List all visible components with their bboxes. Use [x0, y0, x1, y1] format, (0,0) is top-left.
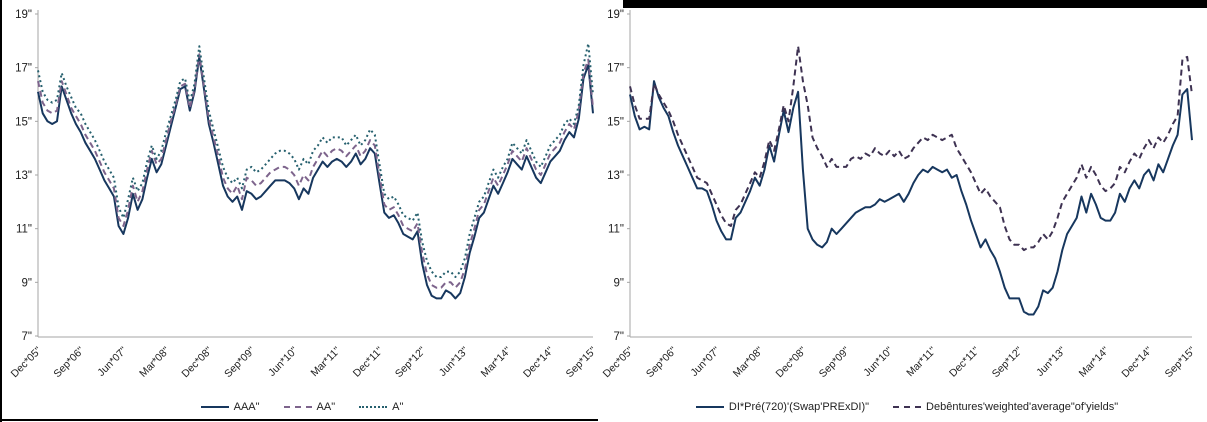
- legend-item: DI*Pré(720)'(Swap'PRExDI)": [695, 401, 870, 413]
- x-axis-tick-label: Dec*11": [947, 344, 982, 379]
- series-line-dashed: [37, 53, 594, 289]
- x-axis-tick-label: Sep*15": [564, 344, 600, 380]
- y-axis-tick-label: 17": [15, 63, 32, 75]
- x-axis-tick-label: Dec*08": [179, 344, 215, 380]
- x-axis-tick-label: Sep*06": [51, 344, 87, 380]
- x-axis-tick-label: Dec*14": [1119, 344, 1155, 380]
- y-axis-tick-label: 19": [15, 9, 32, 21]
- y-axis-tick-label: 19": [607, 9, 624, 21]
- y-axis-tick-label: 11": [16, 224, 32, 236]
- legend-line-sample-solid: [200, 406, 229, 408]
- legend-label: Debêntures'weighted'average"of'yields": [926, 401, 1119, 413]
- x-axis-tick-label: Mar*11": [308, 344, 343, 379]
- legend-item: AA": [283, 401, 336, 413]
- x-axis-tick-label: Dec*05": [601, 344, 637, 380]
- series-line-solid: [629, 80, 1193, 316]
- series-line-dashed: [629, 45, 1193, 252]
- x-axis-tick-label: Mar*08": [137, 344, 172, 379]
- y-axis-tick-label: 17": [607, 63, 624, 75]
- x-axis-tick-label: Jun*13": [1034, 344, 1068, 378]
- series-line-solid: [37, 55, 594, 300]
- x-axis-tick-label: Dec*14": [521, 344, 557, 380]
- x-axis-tick-label: Mar*11": [904, 344, 939, 379]
- x-axis-tick-label: Dec*05": [9, 344, 45, 380]
- legend-line-sample-dashed: [893, 406, 922, 408]
- x-axis-tick-label: Dec*11": [351, 344, 386, 379]
- series-line-dotted: [37, 42, 594, 278]
- x-axis-tick-label: Mar*08": [731, 344, 766, 379]
- x-axis-tick-label: Jun*10": [861, 344, 895, 378]
- top-border-bar: [623, 0, 1207, 8]
- y-axis-tick-label: 15": [607, 116, 624, 128]
- x-axis-tick-label: Jun*07": [688, 344, 722, 378]
- legend-left-chart: AAA" AA" A": [2, 396, 602, 418]
- left-border-line: [0, 0, 2, 422]
- x-axis-tick-label: Dec*08": [774, 344, 810, 380]
- legend-item: AAA": [200, 401, 260, 413]
- legend-item: A": [359, 401, 403, 413]
- legend-label: AA": [316, 401, 336, 413]
- y-axis-tick-label: 13": [15, 170, 32, 182]
- legend-line-sample-dashed: [283, 406, 312, 408]
- x-axis-tick-label: Sep*15": [1163, 344, 1199, 380]
- x-axis-tick-label: Mar*14": [479, 344, 514, 379]
- x-axis-tick-label: Sep*09": [222, 344, 258, 380]
- legend-label: A": [392, 401, 404, 413]
- x-axis-tick-label: Jun*07": [95, 344, 129, 378]
- legend-line-sample-dotted: [359, 406, 388, 408]
- legend-line-sample-solid: [695, 406, 724, 408]
- y-axis-tick-label: 11": [608, 224, 624, 236]
- x-axis-tick-label: Sep*09": [817, 344, 853, 380]
- legend-right-chart: DI*Pré(720)'(Swap'PRExDI)" Debêntures'wei…: [607, 396, 1207, 418]
- x-axis-tick-label: Sep*12": [393, 344, 429, 380]
- legend-label: AAA": [233, 401, 260, 413]
- bottom-border-line: [0, 419, 598, 421]
- legend-item: Debêntures'weighted'average"of'yields": [893, 401, 1118, 413]
- x-axis-tick-label: Jun*13": [437, 344, 471, 378]
- y-axis-tick-label: 9": [22, 277, 32, 289]
- x-axis-tick-label: Sep*06": [644, 344, 680, 380]
- x-axis-tick-label: Jun*10": [266, 344, 300, 378]
- y-axis-tick-label: 15": [15, 116, 32, 128]
- x-axis-tick-label: Sep*12": [990, 344, 1026, 380]
- x-axis-tick-label: Mar*14": [1077, 344, 1112, 379]
- legend-label: DI*Pré(720)'(Swap'PRExDI)": [728, 401, 870, 413]
- y-axis-tick-label: 7": [22, 331, 32, 343]
- y-axis-tick-label: 9": [614, 277, 624, 289]
- y-axis-tick-label: 7": [614, 331, 624, 343]
- y-axis-tick-label: 13": [607, 170, 624, 182]
